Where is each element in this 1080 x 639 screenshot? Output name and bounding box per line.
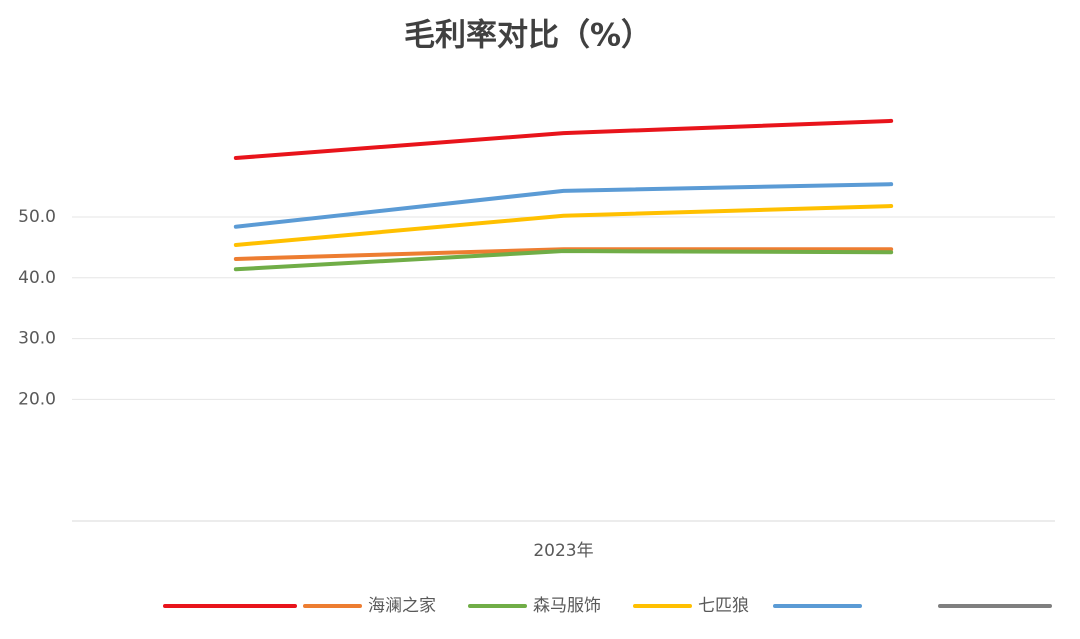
- line-series: [233, 182, 894, 229]
- y-tick-label: 30.0: [18, 329, 56, 349]
- y-tick-label: 50.0: [18, 207, 56, 227]
- line-series: [233, 204, 894, 247]
- x-tick-label: 2023年: [533, 541, 593, 561]
- y-tick-label: 20.0: [18, 389, 56, 409]
- y-tick-label: 40.0: [18, 268, 56, 288]
- legend-label: 森马服饰: [533, 596, 601, 616]
- legend-label: 海澜之家: [368, 596, 436, 616]
- line-series: [233, 249, 894, 272]
- chart-title: 毛利率对比（%）: [404, 18, 652, 54]
- legend-label: 七匹狼: [698, 596, 749, 616]
- line-series: [233, 118, 894, 161]
